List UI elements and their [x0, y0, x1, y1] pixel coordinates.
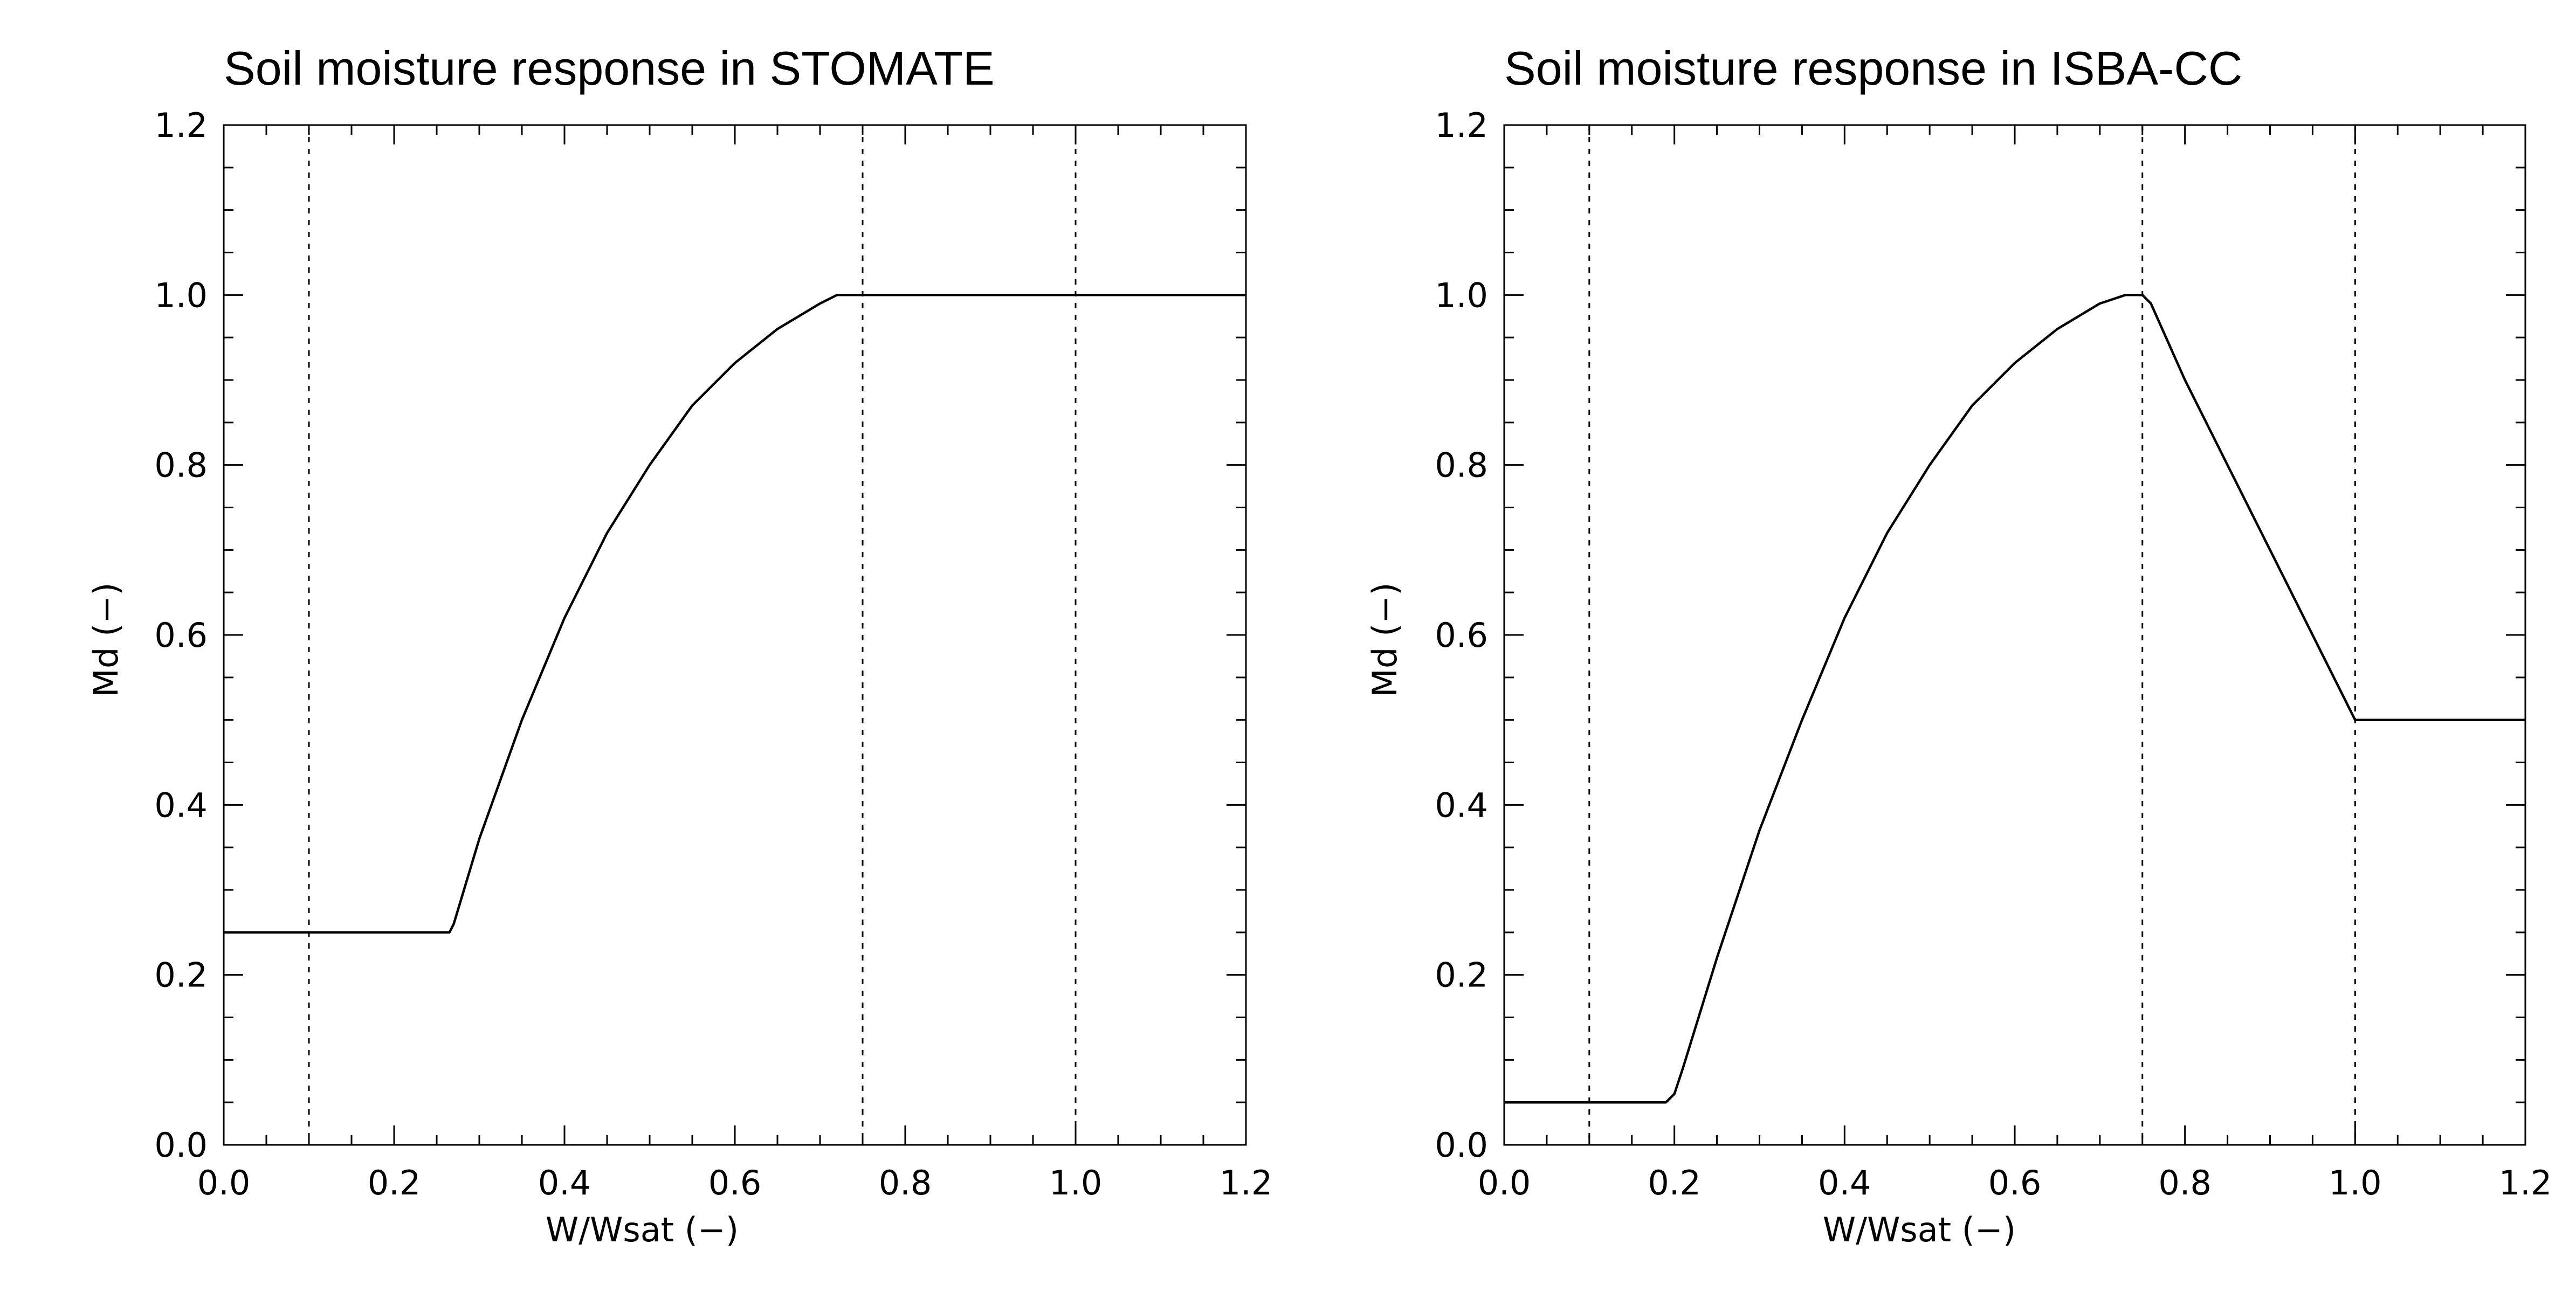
x-tick-label: 1.2	[2499, 1163, 2552, 1203]
x-axis-label: W/Wsat (−)	[1823, 1210, 2016, 1249]
y-tick-label: 0.2	[154, 956, 208, 995]
y-tick-labels: 0.0 0.2 0.4 0.6 0.8 1.0 1.2	[154, 106, 208, 1165]
y-axis-label: Md (−)	[86, 583, 126, 697]
x-tick-label: 0.8	[879, 1163, 932, 1203]
x-tick-labels: 0.0 0.2 0.4 0.6 0.8 1.0 1.2	[197, 1163, 1273, 1203]
x-tick-label: 0.0	[1478, 1163, 1531, 1203]
x-tick-label: 0.2	[368, 1163, 421, 1203]
y-tick-label: 0.0	[154, 1125, 208, 1165]
x-tick-label: 1.2	[1220, 1163, 1273, 1203]
x-tick-label: 0.6	[1988, 1163, 2042, 1203]
x-axis-label: W/Wsat (−)	[546, 1210, 739, 1249]
y-tick-label: 0.6	[1435, 616, 1488, 655]
chart-stomate: Soil moisture response in STOMATE W/Wsat…	[86, 42, 1272, 1249]
y-axis-label: Md (−)	[1365, 583, 1404, 697]
y-tick-label: 0.6	[154, 616, 208, 655]
chart-title: Soil moisture response in STOMATE	[224, 42, 995, 95]
y-tick-label: 0.8	[1435, 446, 1488, 485]
x-tick-labels: 0.0 0.2 0.4 0.6 0.8 1.0 1.2	[1478, 1163, 2552, 1203]
y-tick-label: 0.8	[154, 446, 208, 485]
x-tick-label: 0.4	[1818, 1163, 1871, 1203]
x-tick-label: 1.0	[1049, 1163, 1103, 1203]
plot-frame	[1503, 124, 2526, 1146]
chart-title: Soil moisture response in ISBA-CC	[1504, 42, 2242, 95]
y-tick-label: 1.0	[154, 275, 208, 315]
series-line-md	[1504, 294, 2525, 1104]
y-tick-label: 0.4	[154, 785, 208, 825]
y-tick-labels: 0.0 0.2 0.4 0.6 0.8 1.0 1.2	[1435, 106, 1488, 1165]
plot-frame	[223, 124, 1247, 1146]
series-line-md	[224, 294, 1246, 934]
y-tick-label: 0.4	[1435, 785, 1488, 825]
y-tick-label: 1.2	[154, 106, 208, 145]
axis-ticks	[1503, 124, 2526, 1146]
chart-isba-cc: Soil moisture response in ISBA-CC W/Wsat…	[1365, 42, 2552, 1249]
x-tick-label: 0.4	[538, 1163, 591, 1203]
y-tick-label: 1.0	[1435, 275, 1488, 315]
x-tick-label: 1.0	[2329, 1163, 2382, 1203]
x-tick-label: 0.0	[197, 1163, 251, 1203]
x-tick-label: 0.2	[1648, 1163, 1701, 1203]
x-tick-label: 0.8	[2158, 1163, 2212, 1203]
x-tick-label: 0.6	[708, 1163, 762, 1203]
y-tick-label: 0.0	[1435, 1125, 1488, 1165]
y-tick-label: 0.2	[1435, 956, 1488, 995]
y-tick-label: 1.2	[1435, 106, 1488, 145]
